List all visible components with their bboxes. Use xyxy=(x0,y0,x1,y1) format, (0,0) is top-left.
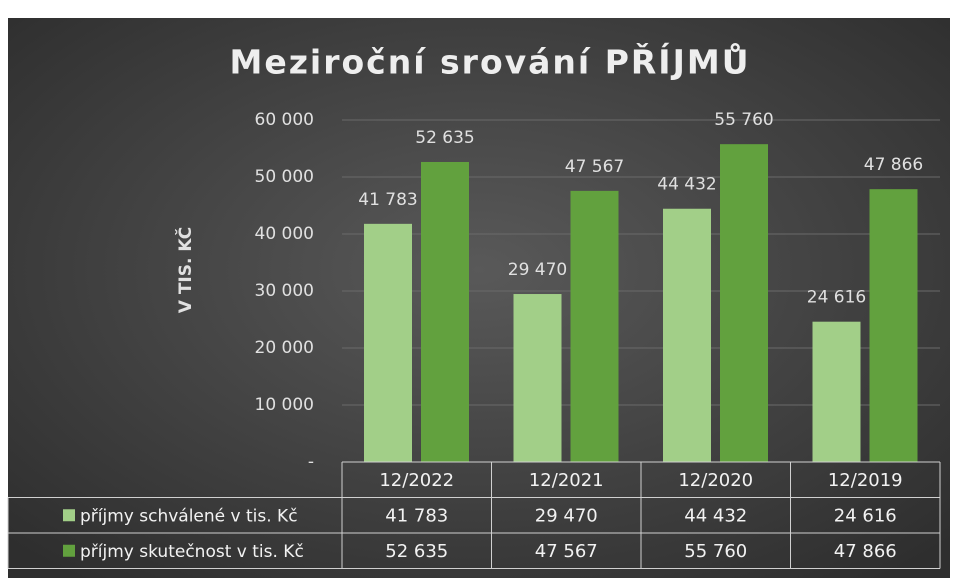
value-label: 47 866 xyxy=(864,155,923,175)
legend-key xyxy=(63,509,75,522)
chart-background xyxy=(8,18,950,578)
y-tick-label: 40 000 xyxy=(255,224,314,244)
y-tick-label: 50 000 xyxy=(255,167,314,187)
y-tick-label: - xyxy=(308,452,314,472)
table-cell: 44 432 xyxy=(684,505,747,526)
value-label: 55 760 xyxy=(714,110,773,130)
y-tick-label: 60 000 xyxy=(255,110,314,130)
y-tick-label: 10 000 xyxy=(255,395,314,415)
chart-title: Meziroční srování PŘÍJMŮ xyxy=(230,42,751,82)
value-label: 41 783 xyxy=(358,190,417,210)
table-cell: 55 760 xyxy=(684,541,747,562)
bar xyxy=(364,223,412,462)
bar xyxy=(513,294,562,462)
value-label: 24 616 xyxy=(807,288,866,308)
y-tick-label: 20 000 xyxy=(255,338,314,358)
x-tick-label: 12/2020 xyxy=(678,470,753,491)
bar xyxy=(869,189,918,462)
table-cell: 47 866 xyxy=(834,541,897,562)
legend-key xyxy=(63,544,75,557)
table-cell: 29 470 xyxy=(535,505,598,526)
table-cell: 52 635 xyxy=(385,541,448,562)
bar xyxy=(720,144,768,462)
x-tick-label: 12/2019 xyxy=(828,470,903,491)
value-label: 44 432 xyxy=(657,175,716,195)
bar xyxy=(570,190,619,462)
x-tick-label: 12/2021 xyxy=(529,470,604,491)
table-cell: 24 616 xyxy=(834,505,897,526)
table-cell: 41 783 xyxy=(385,505,448,526)
value-label: 29 470 xyxy=(508,260,567,280)
value-label: 47 567 xyxy=(565,157,624,177)
y-tick-label: 30 000 xyxy=(255,281,314,301)
bar xyxy=(663,208,711,462)
legend-label: příjmy schválené v tis. Kč xyxy=(80,506,298,526)
y-axis-title: V TIS. KČ xyxy=(174,227,196,314)
legend-label: příjmy skutečnost v tis. Kč xyxy=(80,542,304,562)
value-label: 52 635 xyxy=(415,128,474,148)
bar xyxy=(812,321,861,462)
table-cell: 47 567 xyxy=(535,541,598,562)
x-tick-label: 12/2022 xyxy=(379,470,454,491)
bar xyxy=(421,161,469,462)
